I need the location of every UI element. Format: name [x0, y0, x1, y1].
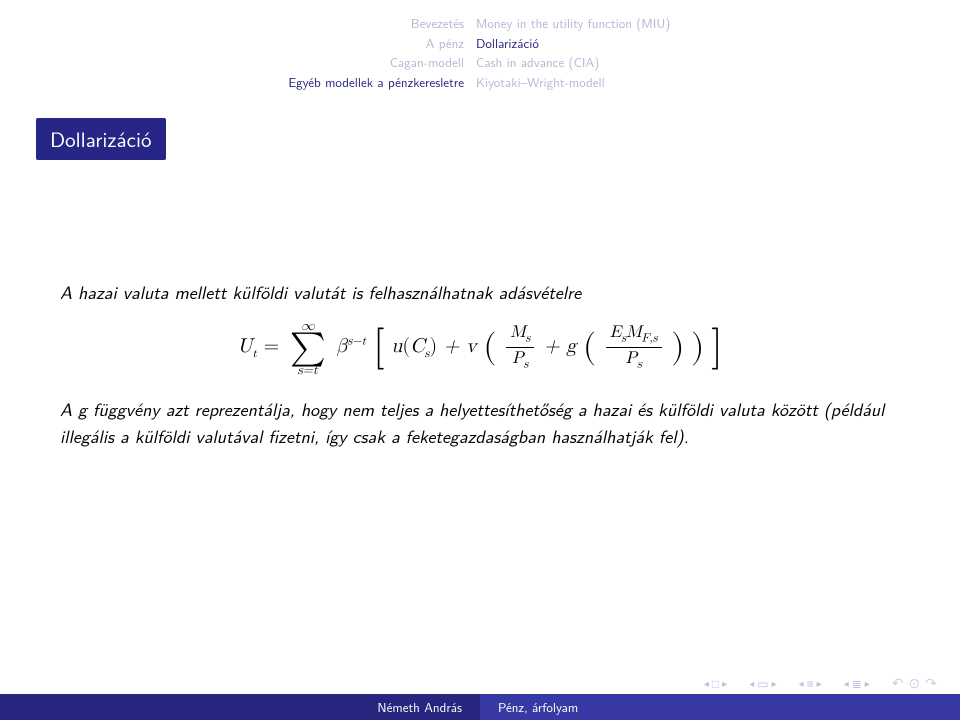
utility-equation: Ut = ∞ ∑ s=t βs−t [ u(Cs) + v ( Ms Ps + … [60, 319, 900, 377]
nav-backforward-icon[interactable]: ↶ ⊙ ↷ [892, 673, 936, 693]
beamer-nav-symbols: ◂ □ ▸ ◂ ▭ ▸ ◂ ≡ ▸ ◂ ≣ ▸ ↶ ⊙ ↷ [0, 672, 960, 694]
intro-text: A hazai valuta mellett külföldi valutát … [60, 278, 900, 305]
footer-author: Németh András [0, 698, 480, 717]
nav-item[interactable]: Bevezetés [266, 14, 464, 34]
nav-item[interactable]: Kiyotaki–Wright-modell [476, 73, 694, 93]
footer-bar: Németh András Pénz, árfolyam [0, 694, 960, 720]
nav-item[interactable]: A pénz [266, 34, 464, 54]
frame-body: A hazai valuta mellett külföldi valutát … [0, 168, 960, 449]
header-sections-left: Bevezetés A pénz Cagan-modell Egyéb mode… [260, 14, 470, 92]
nav-doc-icon[interactable]: ◂ ≣ ▸ [844, 674, 870, 692]
frame-title: Dollarizáció [36, 118, 166, 160]
nav-section-icon[interactable]: ◂ ≡ ▸ [799, 674, 822, 692]
nav-item[interactable]: Cagan-modell [266, 53, 464, 73]
nav-item[interactable]: Cash in advance (CIA) [476, 53, 694, 73]
header-subsections-right: Money in the utility function (MIU) Doll… [470, 14, 700, 92]
footer-title: Pénz, árfolyam [480, 694, 960, 720]
nav-item-active-section[interactable]: Egyéb modellek a pénzkeresletre [266, 73, 464, 93]
explanation-text: A g függvény azt reprezentálja, hogy nem… [60, 395, 900, 449]
nav-subsection-icon[interactable]: ◂ ▭ ▸ [749, 674, 776, 692]
header-nav: Bevezetés A pénz Cagan-modell Egyéb mode… [0, 0, 960, 100]
frame-title-block: Dollarizáció [0, 118, 960, 168]
nav-item[interactable]: Money in the utility function (MIU) [476, 14, 694, 34]
nav-frame-icon[interactable]: ◂ □ ▸ [704, 674, 727, 692]
nav-item-active-subsection[interactable]: Dollarizáció [476, 34, 694, 54]
